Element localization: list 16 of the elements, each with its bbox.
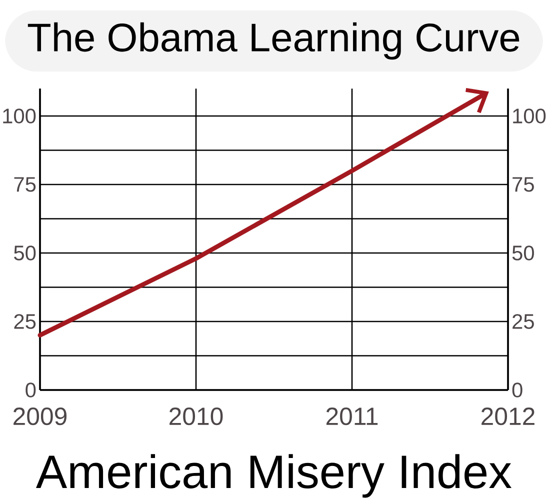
y2-tick-label: 100 <box>513 108 546 124</box>
x-tick-label: 2011 <box>326 408 378 426</box>
chart-title: The Obama Learning Curve <box>28 22 520 60</box>
y2-tick-label: 25 <box>512 314 534 329</box>
x-tick-label: 2009 <box>14 408 67 426</box>
x-tick-label: 2012 <box>482 408 534 426</box>
y-tick-label: 50 <box>14 246 36 260</box>
x-axis-title: American Misery Index <box>36 454 512 498</box>
y-tick-label: 75 <box>14 177 36 192</box>
y-tick-label: 0 <box>26 382 36 398</box>
y-tick-label: 25 <box>14 314 36 329</box>
x-tick-label: 2010 <box>170 408 223 426</box>
y2-tick-label: 0 <box>512 382 522 398</box>
y2-tick-label: 50 <box>512 246 534 260</box>
y-tick-label: 100 <box>3 108 36 124</box>
y2-tick-label: 75 <box>512 177 534 192</box>
